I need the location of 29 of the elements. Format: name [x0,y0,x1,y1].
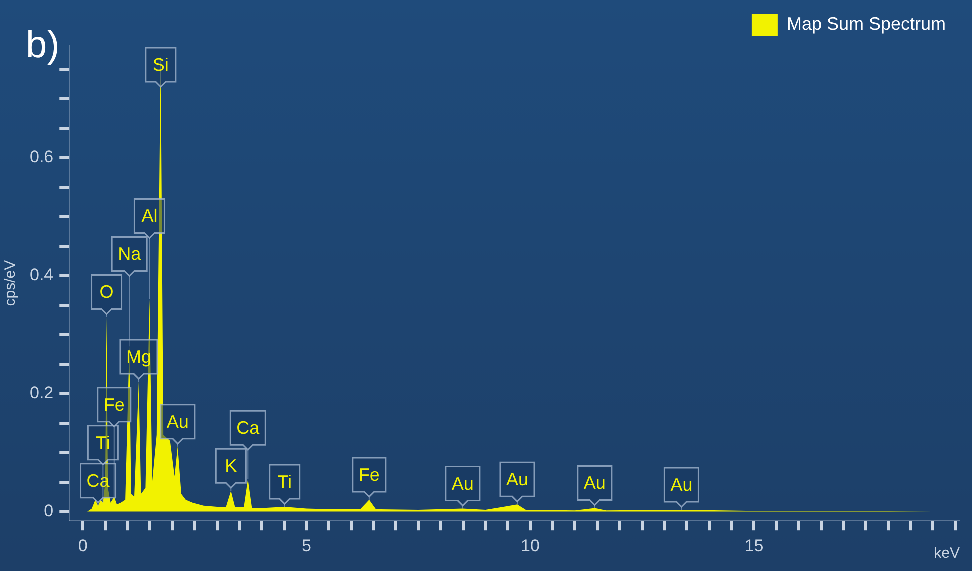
annotation: Ti [96,432,110,453]
annotation: Ca [236,418,261,438]
text: b) [26,24,60,66]
annotation: Au [670,474,693,495]
annotation: Mg [126,347,152,368]
annotation: Au [584,473,606,494]
y-tick-label: 0.4 [30,266,54,285]
annotation: Au [452,474,474,494]
annotation: Ca [86,470,111,491]
annotation: Au [166,412,189,432]
y-tick-label: 0.2 [30,384,54,403]
x-tick-label: 5 [302,536,312,556]
annotation: Ti [278,472,292,492]
annotation: Au [506,470,529,490]
y-tick-label: 0.6 [30,148,54,167]
y-axis-title: cps/eV [2,260,20,306]
annotation: Si [152,54,169,75]
y-tick-label: 0 [44,501,54,520]
legend-label: Map Sum Spectrum [786,14,946,34]
annotation: Al [142,206,158,226]
annotation: Fe [358,464,380,485]
annotation: O [100,282,114,302]
x-axis-title: keV [934,545,960,562]
x-tick-label: 10 [521,536,540,556]
annotation: Fe [104,394,125,415]
annotation: K [225,456,238,476]
annotation: Na [118,244,142,264]
x-tick-label: 0 [78,536,88,556]
x-tick-label: 15 [744,536,764,556]
